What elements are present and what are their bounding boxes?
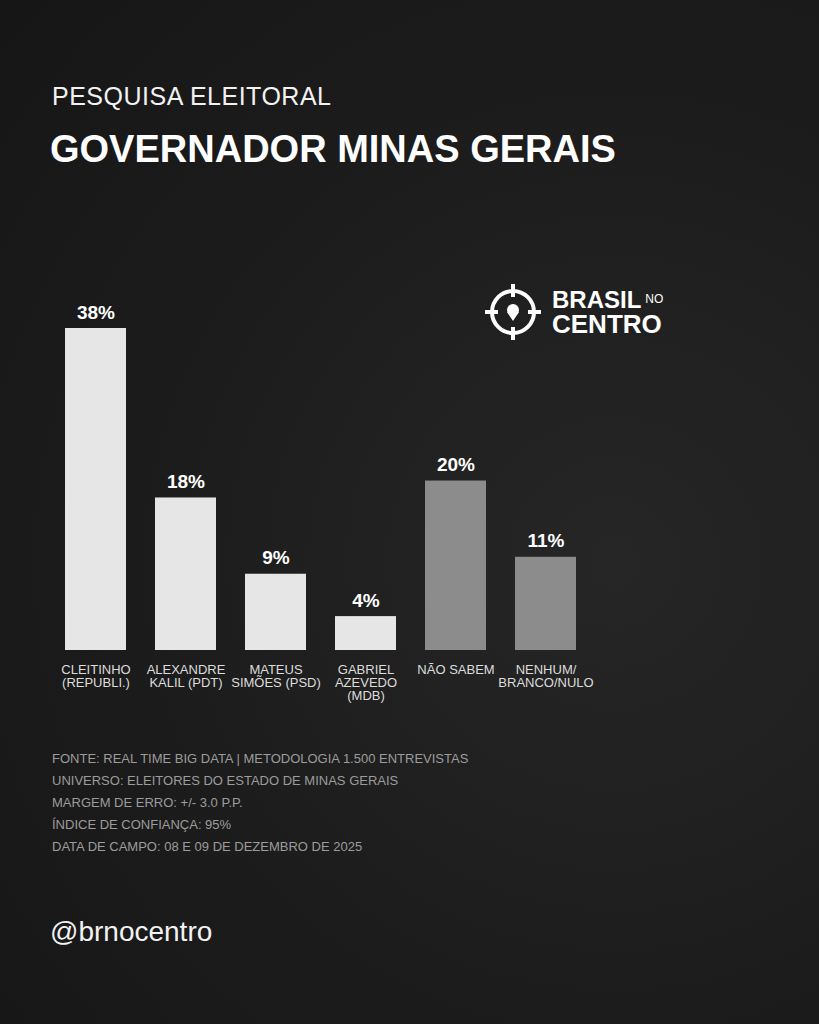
svg-text:18%: 18% (167, 471, 205, 492)
svg-text:9%: 9% (262, 547, 290, 568)
html-text:DATA DE CAMPO: 08 E 09 DE DEZE: DATA DE CAMPO: 08 E 09 DE DEZEMBRO DE 20… (52, 839, 363, 854)
html-text:ÍNDICE DE CONFIANÇA: 95%: ÍNDICE DE CONFIANÇA: 95% (52, 817, 232, 832)
svg-text:GABRIELAZEVEDO(MDB): GABRIELAZEVEDO(MDB) (335, 662, 397, 703)
html-text:MARGEM DE ERRO: +/- 3.0 P.P.: MARGEM DE ERRO: +/- 3.0 P.P. (52, 795, 243, 810)
html-text:CENTRO: CENTRO (552, 309, 662, 339)
svg-text:11%: 11% (528, 530, 565, 551)
svg-text:38%: 38% (77, 302, 115, 323)
svg-text:NENHUM/BRANCO/NULO: NENHUM/BRANCO/NULO (498, 662, 593, 690)
svg-text:CLEITINHO(REPUBLI.): CLEITINHO(REPUBLI.) (61, 662, 130, 690)
html-text:UNIVERSO: ELEITORES DO ESTADO: UNIVERSO: ELEITORES DO ESTADO DE MINAS G… (52, 773, 399, 788)
html-text:PESQUISA ELEITORAL: PESQUISA ELEITORAL (52, 82, 332, 110)
html-text:GOVERNADOR MINAS GERAIS: GOVERNADOR MINAS GERAIS (50, 128, 616, 170)
svg-text:20%: 20% (437, 454, 475, 475)
svg-text:ALEXANDREKALIL (PDT): ALEXANDREKALIL (PDT) (147, 662, 226, 690)
svg-text:4%: 4% (352, 590, 380, 611)
svg-text:NÃO SABEM: NÃO SABEM (417, 662, 494, 677)
svg-text:MATEUSSIMÕES (PSD): MATEUSSIMÕES (PSD) (231, 662, 321, 690)
html-text:@brnocentro: @brnocentro (50, 916, 213, 947)
html-text:FONTE: REAL TIME BIG DATA | ME: FONTE: REAL TIME BIG DATA | METODOLOGIA … (52, 751, 469, 766)
html-text:BRASILNO: BRASILNO (552, 286, 664, 313)
